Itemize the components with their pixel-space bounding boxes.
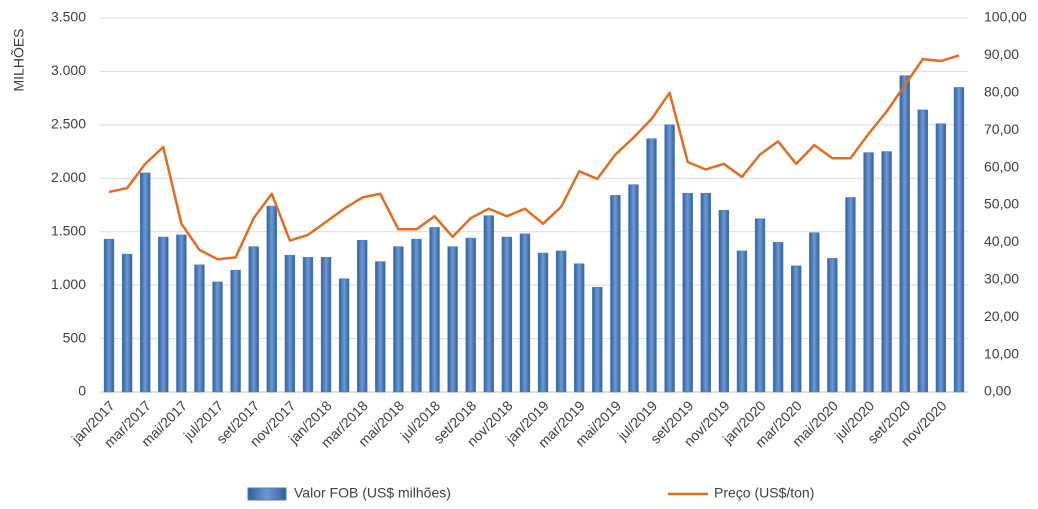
bar xyxy=(447,246,458,393)
bar xyxy=(375,261,386,393)
bar xyxy=(791,265,802,393)
bar xyxy=(212,281,223,393)
bar xyxy=(718,210,730,393)
legend-swatch xyxy=(247,487,287,501)
y-tick-label: 3.500 xyxy=(51,9,86,25)
bar xyxy=(501,236,513,393)
bar xyxy=(465,237,476,393)
y-axis-title: MILHÕES xyxy=(11,28,27,91)
y2-tick-label: 40,00 xyxy=(984,233,1019,249)
bar xyxy=(917,109,928,393)
bar xyxy=(646,138,657,393)
bar xyxy=(483,215,494,393)
bar xyxy=(302,257,314,393)
bar xyxy=(592,286,603,393)
bar xyxy=(519,233,531,393)
bar xyxy=(357,239,368,393)
y2-tick-label: 50,00 xyxy=(984,196,1019,212)
bar xyxy=(953,87,965,393)
bar xyxy=(411,238,422,393)
bar xyxy=(429,227,440,393)
y2-tick-label: 100,00 xyxy=(984,9,1027,25)
y-tick-label: 0 xyxy=(78,383,86,399)
bar xyxy=(682,192,693,393)
bar xyxy=(827,258,838,393)
bar xyxy=(103,238,115,393)
bar xyxy=(338,278,350,393)
legend-label: Valor FOB (US$ milhões) xyxy=(294,485,451,501)
bar xyxy=(266,205,277,393)
y-tick-label: 1.500 xyxy=(51,222,86,238)
bar xyxy=(284,254,296,393)
bar xyxy=(772,242,784,393)
bar xyxy=(121,253,133,393)
bar xyxy=(845,197,856,393)
bar xyxy=(393,246,404,393)
y-tick-label: 3.000 xyxy=(51,62,86,78)
y2-tick-label: 70,00 xyxy=(984,121,1019,137)
y-tick-label: 500 xyxy=(63,329,87,345)
y2-tick-label: 60,00 xyxy=(984,158,1019,174)
bar xyxy=(809,232,820,393)
bar xyxy=(664,124,675,393)
bar xyxy=(736,250,748,393)
bar xyxy=(899,75,910,393)
y2-tick-label: 90,00 xyxy=(984,46,1019,62)
bar xyxy=(320,257,332,393)
bar xyxy=(537,252,549,393)
bar xyxy=(158,236,169,393)
bar xyxy=(230,269,241,393)
bar xyxy=(881,151,892,393)
y2-tick-label: 0,00 xyxy=(984,383,1011,399)
y-tick-label: 2.000 xyxy=(51,169,86,185)
price-line xyxy=(108,54,960,261)
bar xyxy=(935,123,947,393)
bar xyxy=(248,246,259,393)
y2-tick-label: 10,00 xyxy=(984,345,1019,361)
y2-tick-label: 80,00 xyxy=(984,84,1019,100)
bar xyxy=(194,264,205,393)
y-tick-label: 2.500 xyxy=(51,116,86,132)
legend-label: Preço (US$/ton) xyxy=(714,485,814,501)
bar xyxy=(140,172,151,393)
bar xyxy=(555,250,567,393)
y2-tick-label: 20,00 xyxy=(984,308,1019,324)
bar xyxy=(700,192,711,393)
y-tick-label: 1.000 xyxy=(51,276,86,292)
bar xyxy=(610,195,621,393)
y2-tick-label: 30,00 xyxy=(984,271,1019,287)
bar xyxy=(863,152,874,393)
bar xyxy=(574,263,585,393)
bar xyxy=(628,184,639,393)
bar xyxy=(754,218,766,393)
bar xyxy=(176,234,187,393)
